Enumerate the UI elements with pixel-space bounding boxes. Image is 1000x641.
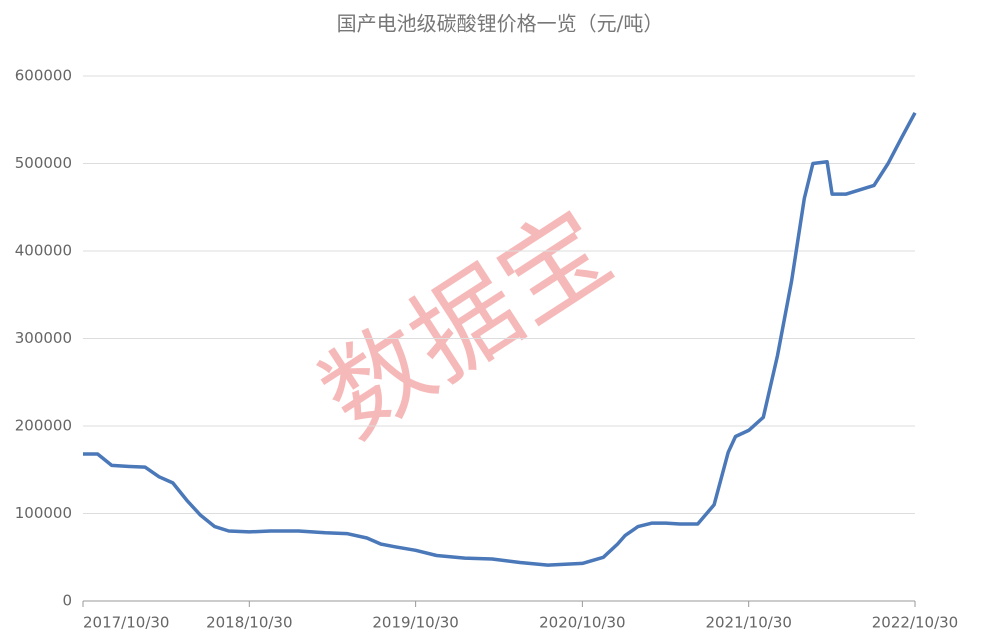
- x-tick-label: 2018/10/30: [206, 614, 292, 632]
- line: [83, 111, 917, 567]
- y-tick-label: 400000: [15, 242, 72, 260]
- x-tick-label: 2020/10/30: [539, 614, 625, 632]
- watermark: 数据宝: [301, 187, 632, 461]
- y-tick-label: 500000: [15, 154, 72, 172]
- y-tick-label: 300000: [15, 329, 72, 347]
- y-tick-label: 200000: [15, 417, 72, 435]
- x-tick-label: 2021/10/30: [705, 614, 791, 632]
- x-tick-label: 2019/10/30: [372, 614, 458, 632]
- y-tick-label: 600000: [15, 67, 72, 85]
- x-tick-label: 2022/10/30: [872, 614, 958, 632]
- chart-title: 国产电池级碳酸锂价格一览（元/吨）: [337, 12, 664, 36]
- y-tick-label: 100000: [15, 504, 72, 522]
- y-tick-label: 0: [62, 592, 72, 610]
- x-tick-label: 2017/10/30: [83, 614, 169, 632]
